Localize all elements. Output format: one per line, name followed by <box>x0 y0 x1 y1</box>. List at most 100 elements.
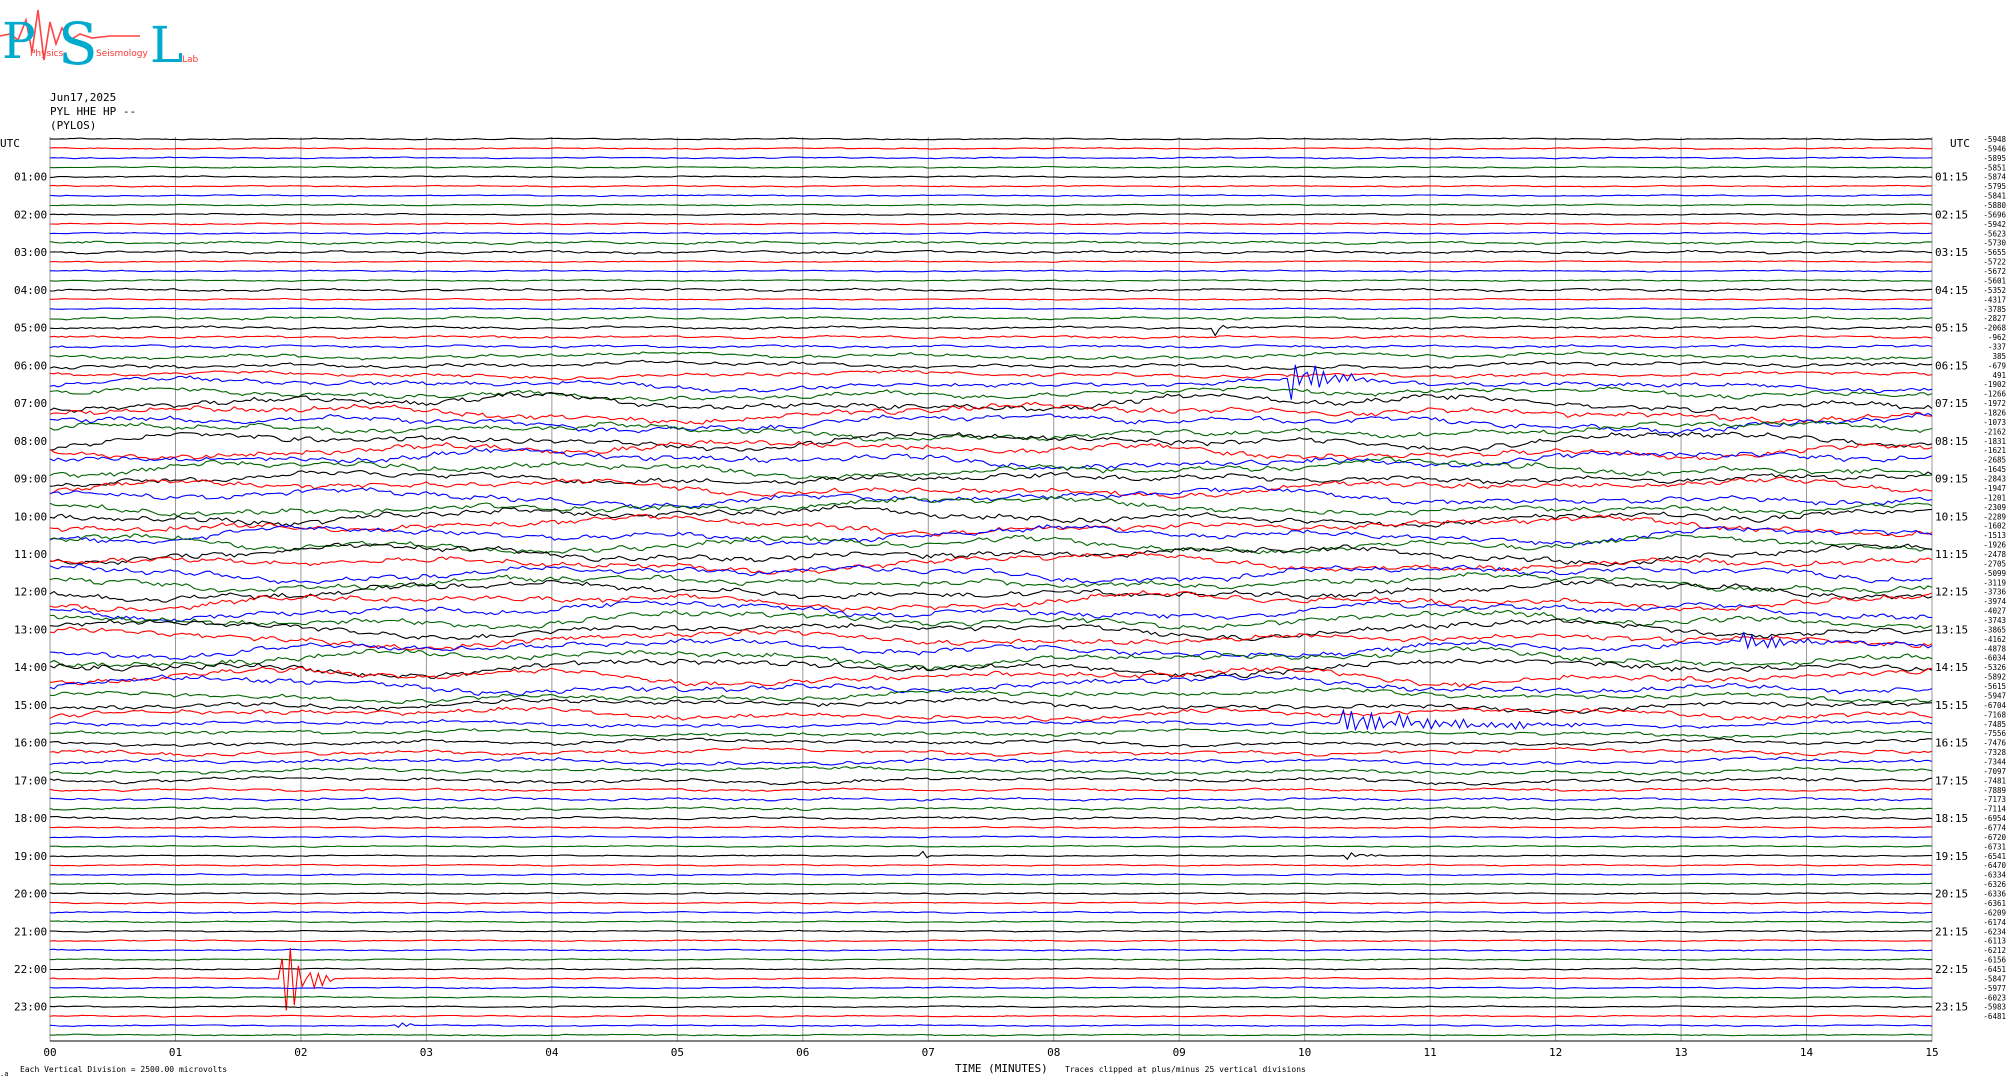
header-channel: PYL HHE HP -- <box>50 105 137 118</box>
left-hour-label: 06:00 <box>14 359 47 372</box>
trace-offset-label: -7889 <box>1983 786 2006 795</box>
trace-offset-label: -7344 <box>1983 757 2006 766</box>
trace-29 <box>49 401 1933 425</box>
right-hour-label: 14:15 <box>1935 661 1968 674</box>
trace-43 <box>49 533 1933 555</box>
right-hour-label: 04:15 <box>1935 284 1968 297</box>
trace-6 <box>49 194 1933 198</box>
left-hour-label: 12:00 <box>14 586 47 599</box>
trace-59 <box>49 687 1933 704</box>
trace-88 <box>50 967 1933 971</box>
trace-offset-label: -1947 <box>1983 484 2006 493</box>
trace-1 <box>49 146 1932 150</box>
trace-36 <box>49 470 1933 488</box>
trace-offset-label: -6326 <box>1983 880 2006 889</box>
trace-offset-label: -2827 <box>1983 314 2006 323</box>
trace-offset-label: -2289 <box>1983 512 2006 521</box>
trace-offset-label: -4027 <box>1983 607 2006 616</box>
trace-44 <box>49 542 1932 567</box>
trace-10 <box>49 231 1933 235</box>
trace-offset-label: -6156 <box>1983 956 2006 965</box>
trace-14 <box>50 269 1933 273</box>
left-axis-title: UTC <box>0 137 20 150</box>
left-hour-label: 01:00 <box>14 171 47 184</box>
trace-offset-label: -5946 <box>1983 144 2006 153</box>
clip-note: Traces clipped at plus/minus 25 vertical… <box>1065 1065 1306 1074</box>
trace-35 <box>49 456 1933 480</box>
trace-30 <box>49 412 1933 435</box>
trace-offset-label: -679 <box>1988 361 2006 370</box>
trace-offset-label: -7328 <box>1983 748 2006 757</box>
trace-offset-label: -5615 <box>1983 682 2006 691</box>
right-hour-label: 01:15 <box>1935 171 1968 184</box>
left-hour-label: 02:00 <box>14 208 47 221</box>
trace-offset-label: -2685 <box>1983 456 2006 465</box>
time-gridlines <box>49 137 1933 1042</box>
left-hour-label: 05:00 <box>14 322 47 335</box>
trace-28 <box>49 392 1933 413</box>
trace-19 <box>49 315 1933 321</box>
trace-2 <box>49 156 1933 160</box>
left-hour-label: 04:00 <box>14 284 47 297</box>
right-hour-label: 19:15 <box>1935 850 1968 863</box>
trace-7 <box>50 203 1933 207</box>
trace-83 <box>49 920 1933 924</box>
logo-letter-p: P <box>2 12 36 70</box>
trace-offset-label: -1201 <box>1983 493 2006 502</box>
trace-offset-label: -1902 <box>1983 380 2006 389</box>
trace-61 <box>49 706 1933 722</box>
trace-offset-label: -5352 <box>1983 286 2006 295</box>
trace-offset-label: -1972 <box>1983 399 2006 408</box>
left-hour-label: 03:00 <box>14 246 47 259</box>
header-date: Jun17,2025 <box>50 91 117 104</box>
trace-77 <box>49 863 1933 867</box>
trace-offset-label: -7114 <box>1983 805 2006 814</box>
trace-74 <box>49 835 1933 839</box>
trace-27 <box>49 386 1933 402</box>
left-hour-label: 08:00 <box>14 435 47 448</box>
trace-offset-label: -7097 <box>1983 767 2006 776</box>
trace-64 <box>49 737 1933 748</box>
x-tick-label: 02 <box>294 1046 307 1059</box>
trace-offset-label: -6174 <box>1983 918 2006 927</box>
trace-offset-label: -6704 <box>1983 701 2006 710</box>
trace-offset-label: -1926 <box>1983 541 2006 550</box>
trace-offset-label: -5623 <box>1983 229 2006 238</box>
trace-78 <box>49 873 1933 877</box>
x-axis-label: TIME (MINUTES) <box>955 1062 1048 1075</box>
trace-offset-label: -2843 <box>1983 475 2006 484</box>
trace-11 <box>49 240 1933 246</box>
left-hour-label: 11:00 <box>14 548 47 561</box>
trace-offset-label: -5948 <box>1983 135 2006 144</box>
trace-offset-label: -2478 <box>1983 550 2006 559</box>
right-hour-label: 16:15 <box>1935 737 1968 750</box>
trace-18 <box>49 307 1933 311</box>
trace-79 <box>49 882 1933 886</box>
logo-seismic-wave <box>0 9 140 61</box>
left-hour-label: 21:00 <box>14 925 47 938</box>
trace-offset-label: -3865 <box>1983 625 2006 634</box>
right-hour-label: 06:15 <box>1935 359 1968 372</box>
trace-offset-label: -7476 <box>1983 739 2006 748</box>
trace-92 <box>49 1005 1933 1009</box>
right-hour-label: 07:15 <box>1935 397 1968 410</box>
trace-offset-label: -1826 <box>1983 409 2006 418</box>
x-tick-label: 08 <box>1047 1046 1060 1059</box>
trace-offset-label: -5895 <box>1983 154 2006 163</box>
trace-15 <box>49 279 1933 282</box>
trace-offset-label: -1073 <box>1983 418 2006 427</box>
trace-offset-label: -6234 <box>1983 927 2006 936</box>
left-hour-label: 16:00 <box>14 737 47 750</box>
trace-5 <box>49 184 1933 188</box>
trace-21 <box>49 334 1933 340</box>
trace-94 <box>49 1022 1933 1029</box>
trace-offset-label: -5099 <box>1983 569 2006 578</box>
left-hour-label: 15:00 <box>14 699 47 712</box>
x-tick-label: 11 <box>1424 1046 1437 1059</box>
left-hour-label: 17:00 <box>14 774 47 787</box>
trace-66 <box>49 756 1933 767</box>
trace-offset-label: -1602 <box>1983 522 2006 531</box>
trace-offset-label: -5326 <box>1983 663 2006 672</box>
trace-33 <box>49 439 1933 461</box>
